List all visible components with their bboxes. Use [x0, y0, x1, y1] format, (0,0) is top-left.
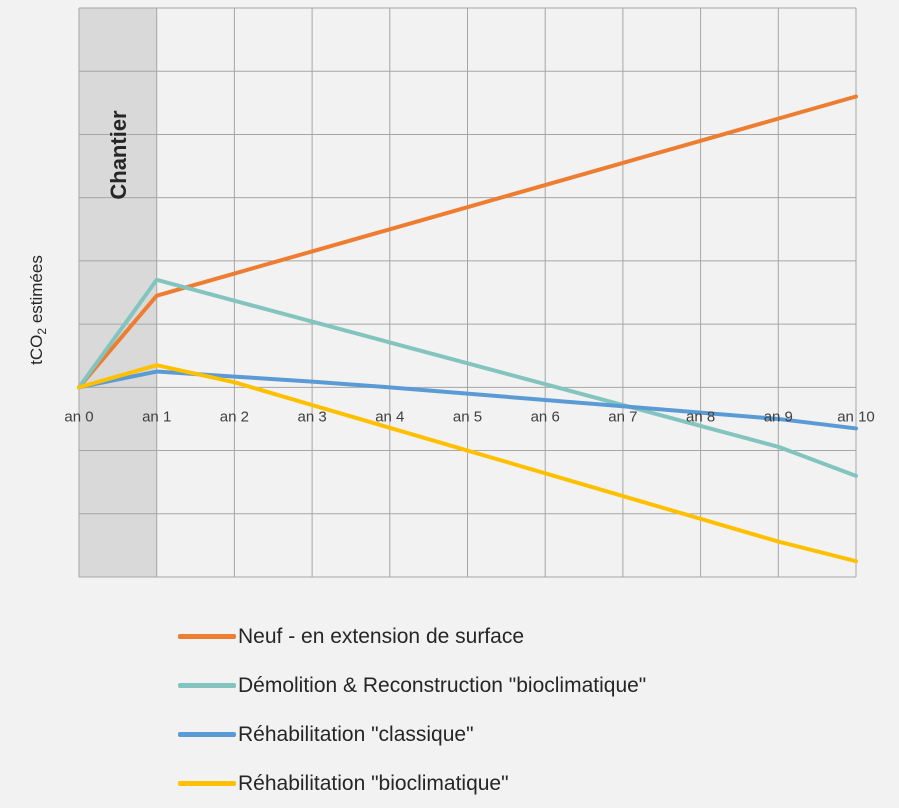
x-tick-label: an 5	[453, 408, 482, 425]
x-tick-label: an 0	[64, 408, 93, 425]
legend-label: Démolition & Reconstruction "bioclimatiq…	[238, 673, 647, 697]
legend: Neuf - en extension de surface Démolition…	[178, 612, 646, 808]
x-tick-label: an 1	[142, 408, 171, 425]
chantier-band	[79, 8, 157, 577]
legend-item: Neuf - en extension de surface	[178, 612, 646, 661]
x-tick-label: an 2	[220, 408, 249, 425]
x-tick-label: an 3	[297, 408, 326, 425]
legend-swatch	[178, 683, 236, 688]
x-tick-label: an 10	[837, 408, 875, 425]
grid-lines	[78, 7, 857, 578]
series-line-3	[77, 363, 858, 564]
legend-swatch	[178, 781, 236, 786]
x-tick-label: an 7	[608, 408, 637, 425]
legend-item: Réhabilitation "classique"	[178, 710, 646, 759]
chantier-label: Chantier	[106, 110, 131, 200]
series-lines	[77, 94, 858, 564]
line-chart: an 0 an 1 an 2 an 3 an 4 an 5 an 6 an 7 an 8 an 9…	[27, 7, 875, 578]
legend-swatch	[178, 732, 236, 737]
x-tick-label: an 6	[531, 408, 560, 425]
series-line-0	[77, 94, 858, 390]
legend-label: Neuf - en extension de surface	[238, 624, 525, 648]
x-tick-label: an 8	[686, 408, 715, 425]
legend-label: Réhabilitation "bioclimatique"	[238, 771, 509, 795]
series-line-1	[77, 277, 858, 478]
y-axis-label: tCO2 estimées	[27, 255, 49, 365]
legend-label: Réhabilitation "classique"	[238, 722, 474, 746]
x-tick-labels: an 0 an 1 an 2 an 3 an 4 an 5 an 6 an 7 an 8 an 9…	[64, 408, 874, 425]
legend-item: Démolition & Reconstruction "bioclimatiq…	[178, 661, 646, 710]
legend-swatch	[178, 634, 236, 639]
x-tick-label: an 9	[764, 408, 793, 425]
x-tick-label: an 4	[375, 408, 404, 425]
legend-item: Réhabilitation "bioclimatique"	[178, 759, 646, 808]
